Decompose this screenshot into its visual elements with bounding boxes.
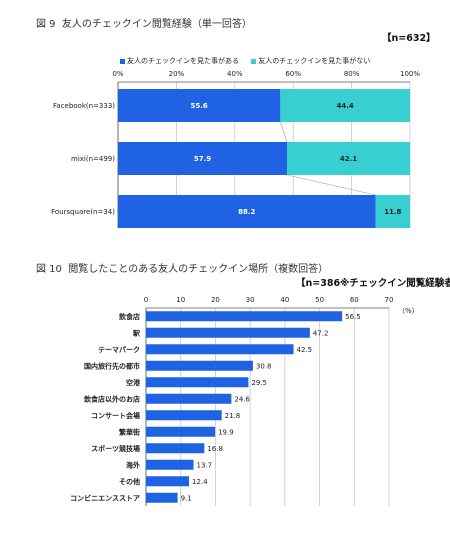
chart1-bar-seen bbox=[118, 195, 376, 228]
chart1-value-label-not-seen: 44.4 bbox=[337, 102, 354, 110]
chart2-bar bbox=[146, 344, 294, 355]
chart1-value-label-not-seen: 11.8 bbox=[384, 208, 401, 216]
chart2-category-label: スポーツ競技場 bbox=[91, 444, 140, 453]
chart2-value-label: 21.8 bbox=[225, 412, 241, 420]
chart2-x-tick-label: 60 bbox=[350, 296, 359, 304]
chart1-value-label-seen: 88.2 bbox=[238, 208, 255, 216]
chart2-bar bbox=[146, 459, 194, 470]
chart1-x-tick-label: 80% bbox=[344, 70, 360, 78]
chart1-x-tick-label: 100% bbox=[400, 70, 420, 78]
chart2-bar bbox=[146, 476, 190, 487]
chart2-category-label: 飲食店以外のお店 bbox=[83, 394, 140, 403]
chart2-figure-label: 図 10 bbox=[36, 264, 62, 275]
chart2-category-label: 海外 bbox=[126, 460, 140, 469]
legend-swatch-seen bbox=[120, 58, 125, 64]
chart1-x-tick-label: 60% bbox=[285, 70, 301, 78]
chart2-x-tick-label: 40 bbox=[280, 296, 289, 304]
chart1-x-tick-label: 40% bbox=[227, 70, 243, 78]
chart2-x-tick-label: 50 bbox=[315, 296, 324, 304]
chart2-bar bbox=[146, 492, 178, 503]
chart2-title: 図 10 閲覧したことのある友人のチェックイン場所（複数回答） bbox=[36, 260, 328, 275]
legend-item-not-seen: 友人のチェックインを見た事がない bbox=[251, 57, 370, 65]
chart2-value-label: 9.1 bbox=[181, 494, 192, 502]
chart1-title-text: 友人のチェックイン閲覧経験（単一回答） bbox=[61, 19, 252, 30]
chart1-bar-not-seen bbox=[287, 142, 410, 175]
chart2-bar bbox=[146, 311, 343, 322]
chart2-x-tick-label: 10 bbox=[176, 296, 185, 304]
chart2-bar bbox=[146, 410, 222, 421]
chart2-category-label: コンビニエンスストア bbox=[70, 493, 140, 502]
chart2-bar bbox=[146, 443, 205, 454]
chart2-bar bbox=[146, 393, 232, 404]
chart2-category-label: 駅 bbox=[133, 328, 141, 337]
chart2-bar bbox=[146, 360, 253, 371]
legend-label-not-seen: 友人のチェックインを見た事がない bbox=[258, 57, 371, 65]
chart2-sample-note: 【n=386※チェックイン閲覧経験者】 bbox=[296, 278, 450, 289]
chart2-bar bbox=[146, 377, 249, 388]
chart1-series-connector bbox=[280, 121, 288, 143]
chart2-bar bbox=[146, 426, 216, 437]
chart1-category-label: mixi(n=499) bbox=[71, 155, 115, 163]
chart1-legend: 友人のチェックインを見た事がある 友人のチェックインを見た事がない bbox=[120, 56, 370, 66]
chart2-x-tick-label: 0 bbox=[144, 296, 148, 304]
chart2-x-tick-label: 70 bbox=[385, 296, 394, 304]
chart1-sample-note: 【n=632】 bbox=[382, 33, 436, 44]
chart1-bar-not-seen bbox=[375, 195, 410, 228]
chart2-category-label: 空港 bbox=[126, 378, 141, 387]
chart2-category-label: 国内旅行先の都市 bbox=[84, 361, 140, 370]
chart1-x-tick-label: 20% bbox=[169, 70, 185, 78]
chart1-category-label: Facebook(n=333) bbox=[53, 102, 115, 110]
chart2-category-label: コンサート会場 bbox=[91, 411, 140, 420]
chart1-value-label-seen: 57.9 bbox=[194, 155, 211, 163]
legend-swatch-not-seen bbox=[251, 58, 257, 64]
legend-label-seen: 友人のチェックインを見た事がある bbox=[127, 57, 239, 65]
chart2-value-label: 29.5 bbox=[251, 379, 267, 387]
chart2-value-label: 12.4 bbox=[192, 478, 208, 486]
chart2-value-label: 24.6 bbox=[234, 395, 250, 403]
chart2-value-label: 16.8 bbox=[207, 445, 223, 453]
chart1-x-tick-label: 0% bbox=[112, 70, 123, 78]
chart1-bar-seen bbox=[118, 142, 288, 175]
chart2-category-label: その他 bbox=[119, 477, 140, 486]
chart1-category-label: Foursquare(n=34) bbox=[51, 208, 115, 216]
chart1-value-label-seen: 55.6 bbox=[191, 102, 208, 110]
chart2-value-label: 19.9 bbox=[218, 428, 234, 436]
chart2-category-label: 繁華街 bbox=[119, 427, 140, 436]
chart2-value-label: 30.8 bbox=[256, 362, 272, 370]
chart2-value-label: 13.7 bbox=[197, 461, 213, 469]
chart2-category-label: テーマパーク bbox=[98, 345, 140, 354]
chart2-value-label: 42.5 bbox=[297, 346, 313, 354]
chart1-title: 図 9 友人のチェックイン閲覧経験（単一回答） bbox=[36, 15, 252, 30]
chart2-value-label: 56.5 bbox=[345, 313, 361, 321]
chart1-value-label-not-seen: 42.1 bbox=[340, 155, 357, 163]
chart2-category-label: 飲食店 bbox=[118, 312, 140, 321]
chart1-bar-seen bbox=[118, 89, 281, 122]
chart1-bar-not-seen bbox=[280, 89, 410, 122]
chart2-title-text: 閲覧したことのある友人のチェックイン場所（複数回答） bbox=[68, 264, 329, 275]
legend-item-seen: 友人のチェックインを見た事がある bbox=[120, 57, 239, 65]
chart1-figure-label: 図 9 bbox=[36, 19, 56, 30]
chart2-unit-label: （%） bbox=[398, 307, 419, 315]
chart2-x-tick-label: 20 bbox=[211, 296, 220, 304]
chart1-series-connector bbox=[287, 174, 376, 196]
chart2-x-tick-label: 30 bbox=[246, 296, 255, 304]
chart2-bar bbox=[146, 327, 310, 338]
chart2-value-label: 47.2 bbox=[313, 329, 329, 337]
